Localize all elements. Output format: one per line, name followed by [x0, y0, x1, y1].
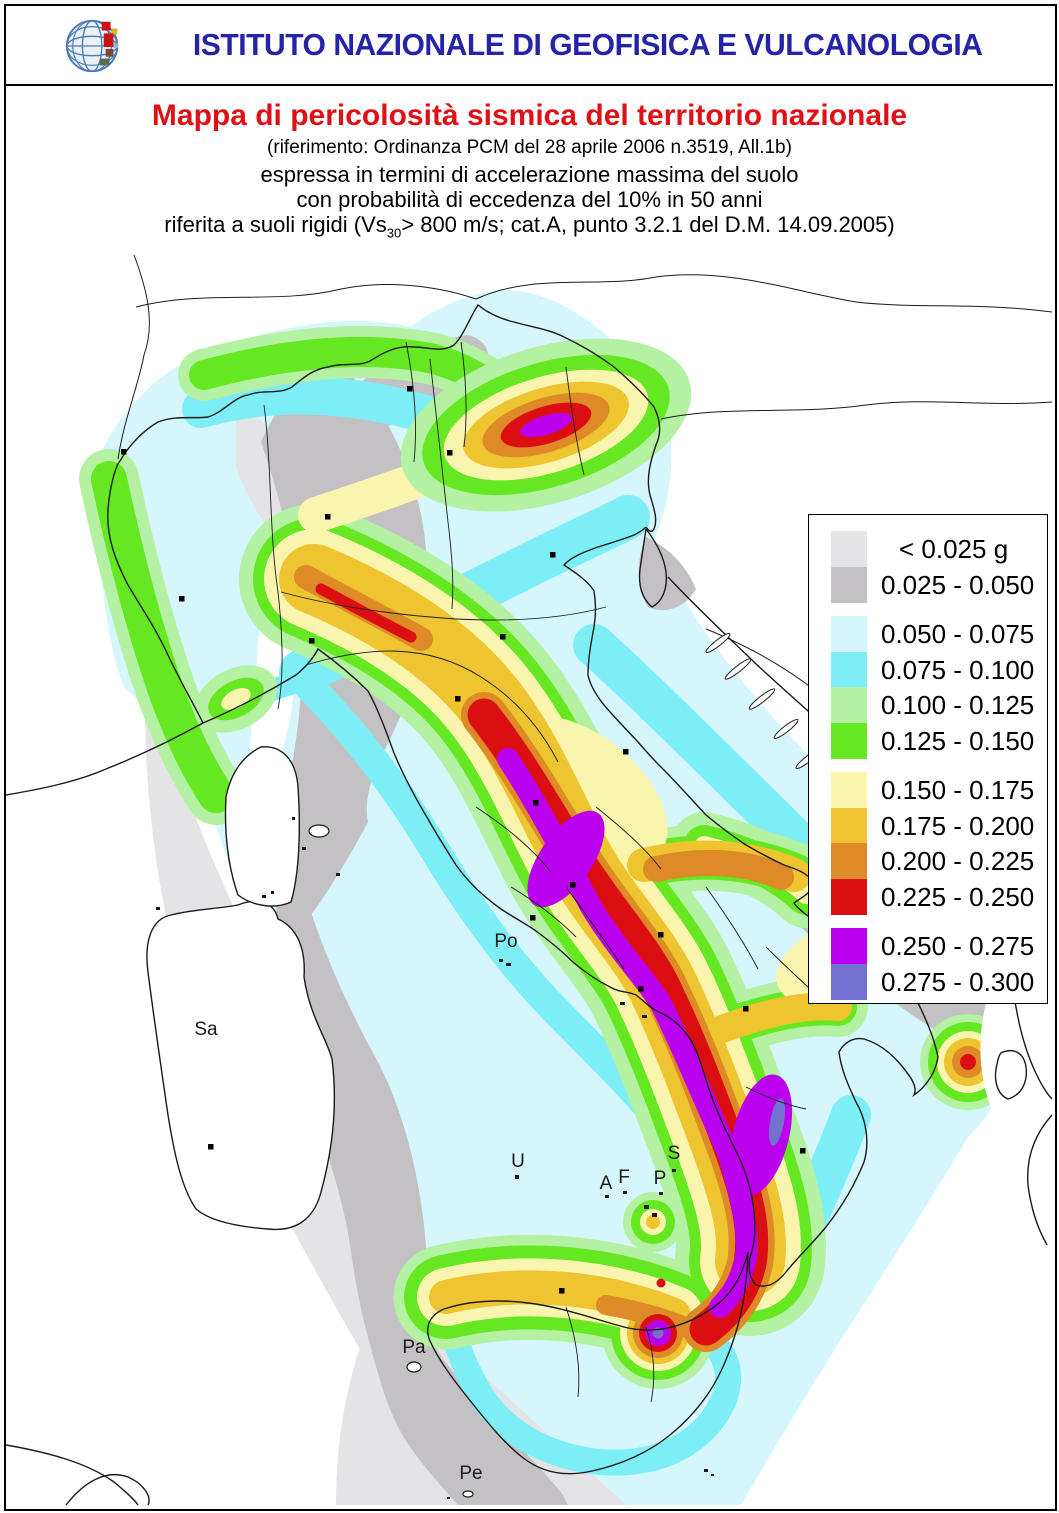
map-canvas: Sa Po U S A F P Pa Pe < 0.025 g 0.025 - 0.050 0.05… — [6, 247, 1053, 1507]
legend-row: 0.150 - 0.175 — [809, 772, 1047, 808]
island-label-S: S — [668, 1143, 681, 1164]
island-label-Po: Po — [494, 931, 517, 952]
legend-row: 0.275 - 0.300 — [809, 963, 1047, 1000]
legend-swatch — [831, 566, 867, 603]
legend-row: 0.200 - 0.225 — [809, 843, 1047, 879]
islet-dots — [156, 817, 714, 1499]
legend-label: 0.175 - 0.200 — [881, 810, 1035, 841]
legend-swatch — [831, 963, 867, 1000]
island-label-U: U — [511, 1151, 525, 1172]
ingv-logo-icon — [65, 19, 119, 73]
legend-swatch — [831, 616, 867, 652]
legend-row: < 0.025 g — [809, 531, 1047, 567]
map-reference: (riferimento: Ordinanza PCM del 28 april… — [267, 137, 792, 158]
legend-label: 0.250 - 0.275 — [881, 931, 1035, 961]
map-subtitle-1: espressa in termini di accelerazione mas… — [260, 162, 799, 187]
map-title: Mappa di pericolosità sismica del territ… — [151, 99, 908, 132]
legend-row: 0.225 - 0.250 — [809, 878, 1047, 915]
legend-swatch — [831, 878, 867, 915]
island-label-Pe: Pe — [459, 1463, 482, 1484]
legend: < 0.025 g 0.025 - 0.050 0.050 - 0.075 0.075… — [808, 514, 1048, 1004]
header: ISTITUTO NAZIONALE DI GEOFISICA E VULCAN… — [6, 6, 1053, 86]
legend-label: 0.025 - 0.050 — [881, 569, 1035, 600]
city-markers — [121, 386, 859, 1294]
legend-row: 0.075 - 0.100 — [809, 651, 1047, 688]
legend-swatch — [831, 807, 867, 844]
legend-label: < 0.025 g — [899, 534, 1009, 564]
island-label-P: P — [654, 1168, 667, 1189]
legend-label: 0.200 - 0.225 — [881, 846, 1035, 876]
legend-swatch — [831, 772, 867, 808]
island-label-Sa: Sa — [194, 1019, 218, 1040]
legend-swatch — [831, 843, 867, 879]
legend-label: 0.150 - 0.175 — [881, 775, 1035, 805]
legend-swatch — [831, 722, 867, 759]
legend-label: 0.100 - 0.125 — [881, 690, 1035, 720]
legend-swatch — [831, 651, 867, 688]
legend-row: 0.025 - 0.050 — [809, 566, 1047, 603]
legend-label: 0.050 - 0.075 — [881, 619, 1035, 649]
island-label-A: A — [600, 1173, 613, 1194]
legend-label: 0.275 - 0.300 — [881, 966, 1035, 997]
org-title: ISTITUTO NAZIONALE DI GEOFISICA E VULCAN… — [192, 27, 983, 62]
map-subtitle-2: con probabilità di eccedenza del 10% in … — [296, 187, 763, 212]
map-subtitle-3: riferita a suoli rigidi (Vs30> 800 m/s; … — [164, 212, 895, 241]
legend-row: 0.050 - 0.075 — [809, 616, 1047, 652]
legend-swatch — [831, 928, 867, 964]
legend-label: 0.125 - 0.150 — [881, 725, 1035, 756]
legend-row: 0.250 - 0.275 — [809, 928, 1047, 964]
legend-swatch — [831, 531, 867, 567]
title-block: Mappa di pericolosità sismica del territ… — [6, 86, 1053, 249]
island-labels: Sa Po U S A F P Pa Pe — [194, 931, 680, 1484]
legend-label: 0.075 - 0.100 — [881, 654, 1035, 685]
legend-swatch — [831, 687, 867, 723]
island-label-F: F — [618, 1167, 630, 1188]
island-label-Pa: Pa — [402, 1337, 426, 1358]
legend-row: 0.100 - 0.125 — [809, 687, 1047, 723]
page-frame — [4, 4, 1057, 1511]
legend-row: 0.175 - 0.200 — [809, 807, 1047, 844]
legend-label: 0.225 - 0.250 — [881, 881, 1035, 912]
legend-row: 0.125 - 0.150 — [809, 722, 1047, 759]
